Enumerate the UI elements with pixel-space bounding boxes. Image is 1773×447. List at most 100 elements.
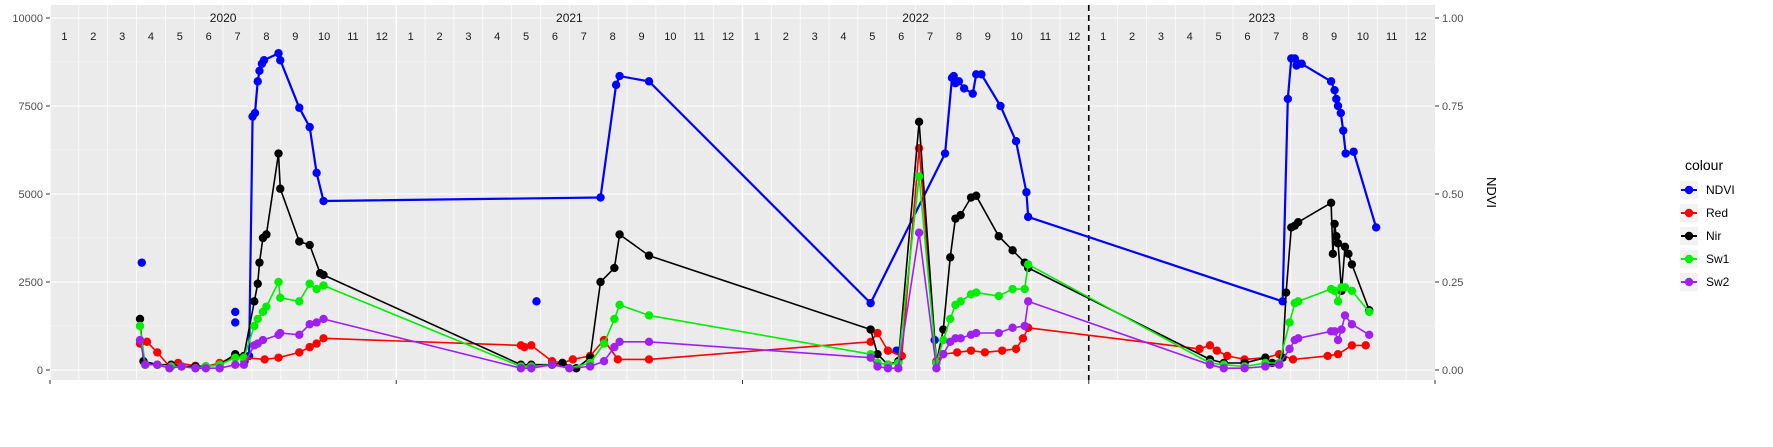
data-point-ndvi [319, 196, 328, 206]
data-point-sw1 [1023, 260, 1033, 269]
data-point-nir [1340, 242, 1350, 251]
data-point-sw1 [274, 277, 283, 287]
month-label: 4 [494, 31, 500, 43]
data-point-ndvi [954, 77, 964, 86]
data-point-ndvi [996, 101, 1005, 111]
data-point-nir [972, 191, 981, 200]
data-point-sw2 [994, 328, 1003, 338]
data-point-nir [1330, 219, 1339, 229]
month-label: 3 [465, 31, 471, 43]
month-label: 4 [1187, 31, 1193, 43]
data-point-sw2 [1337, 325, 1346, 334]
data-point-ndvi [959, 84, 969, 93]
data-point-nir [866, 325, 875, 334]
data-point-sw1 [644, 311, 654, 320]
data-point-sw2 [1294, 334, 1303, 343]
data-point-sw2 [914, 228, 924, 237]
data-point-sw2 [1365, 330, 1374, 339]
legend-title: colour [1685, 157, 1723, 173]
data-point-sw2 [312, 318, 321, 327]
data-point-sw2 [177, 362, 186, 371]
legend-label: Sw1 [1706, 252, 1730, 266]
data-point-sw2 [1340, 311, 1350, 320]
data-point-red [312, 339, 321, 348]
data-point-sw1 [312, 284, 321, 294]
month-label: 7 [581, 31, 587, 43]
data-point-red [274, 353, 283, 362]
data-point-sw2 [1274, 360, 1284, 369]
month-label: 2 [90, 31, 96, 43]
data-point-sw2 [1008, 323, 1017, 332]
left-axis-tick-label: 10000 [12, 13, 43, 25]
data-point-sw2 [1023, 297, 1033, 306]
legend-item-red: Red [1680, 204, 1728, 222]
data-point-sw2 [527, 364, 536, 373]
data-point-ndvi [1297, 59, 1306, 68]
data-point-sw1 [615, 300, 624, 310]
month-label: 12 [376, 31, 388, 43]
data-point-nir [1008, 246, 1017, 255]
month-label: 11 [694, 31, 705, 43]
data-point-nir [305, 240, 314, 250]
data-point-sw1 [914, 172, 924, 181]
month-label: 9 [1331, 31, 1337, 43]
data-point-ndvi [977, 70, 986, 79]
data-point-nir [1326, 198, 1336, 207]
data-point-ndvi [1283, 94, 1293, 104]
data-point-red [260, 355, 269, 364]
data-point-sw1 [276, 293, 285, 303]
right-axis-tick-label: 0.25 [1442, 277, 1463, 289]
legend-key-point [1684, 254, 1694, 264]
data-point-sw1 [1330, 286, 1339, 295]
month-label: 9 [638, 31, 644, 43]
legend-key-point [1684, 231, 1694, 241]
data-point-ndvi [231, 307, 240, 317]
month-label: 4 [840, 31, 846, 43]
data-point-sw1 [1008, 284, 1017, 294]
month-label: 6 [898, 31, 904, 43]
month-label: 1 [408, 31, 414, 43]
data-point-sw1 [946, 314, 955, 324]
month-label: 3 [119, 31, 125, 43]
data-point-nir [946, 253, 955, 262]
data-point-red [1018, 334, 1028, 343]
data-point-sw2 [1330, 327, 1339, 336]
month-label: 9 [292, 31, 298, 43]
data-point-sw1 [250, 321, 259, 331]
data-point-nir [274, 149, 283, 158]
bottom-axis [49, 380, 1436, 384]
data-point-sw2 [1020, 321, 1029, 331]
month-label: 6 [552, 31, 558, 43]
data-point-red [295, 348, 304, 357]
data-point-sw2 [1205, 360, 1215, 369]
data-point-red [1347, 341, 1357, 350]
data-point-nir [262, 230, 271, 239]
month-label: 12 [1068, 31, 1080, 43]
data-point-red [568, 355, 578, 364]
legend-label: NDVI [1706, 183, 1735, 197]
data-point-nir [250, 297, 259, 306]
month-label: 10 [1010, 31, 1022, 43]
data-point-sw2 [276, 328, 285, 338]
data-point-sw1 [610, 314, 619, 324]
data-point-sw2 [1347, 320, 1357, 329]
month-label: 5 [177, 31, 183, 43]
month-label: 10 [1357, 31, 1369, 43]
data-point-sw2 [932, 364, 941, 373]
month-label: 10 [664, 31, 676, 43]
month-label: 5 [869, 31, 875, 43]
data-point-ndvi [968, 89, 977, 98]
data-point-nir [914, 117, 924, 127]
year-label: 2023 [1249, 11, 1276, 25]
data-point-red [142, 337, 152, 347]
legend-key-point [1684, 277, 1694, 287]
month-label: 6 [206, 31, 212, 43]
legend-item-sw1: Sw1 [1680, 250, 1730, 268]
right-axis-tick-label: 0.00 [1442, 365, 1463, 377]
data-point-sw2 [866, 353, 875, 362]
data-point-sw2 [319, 314, 328, 324]
data-point-nir [558, 358, 567, 368]
month-label: 11 [1386, 31, 1397, 43]
data-point-sw2 [972, 328, 981, 338]
